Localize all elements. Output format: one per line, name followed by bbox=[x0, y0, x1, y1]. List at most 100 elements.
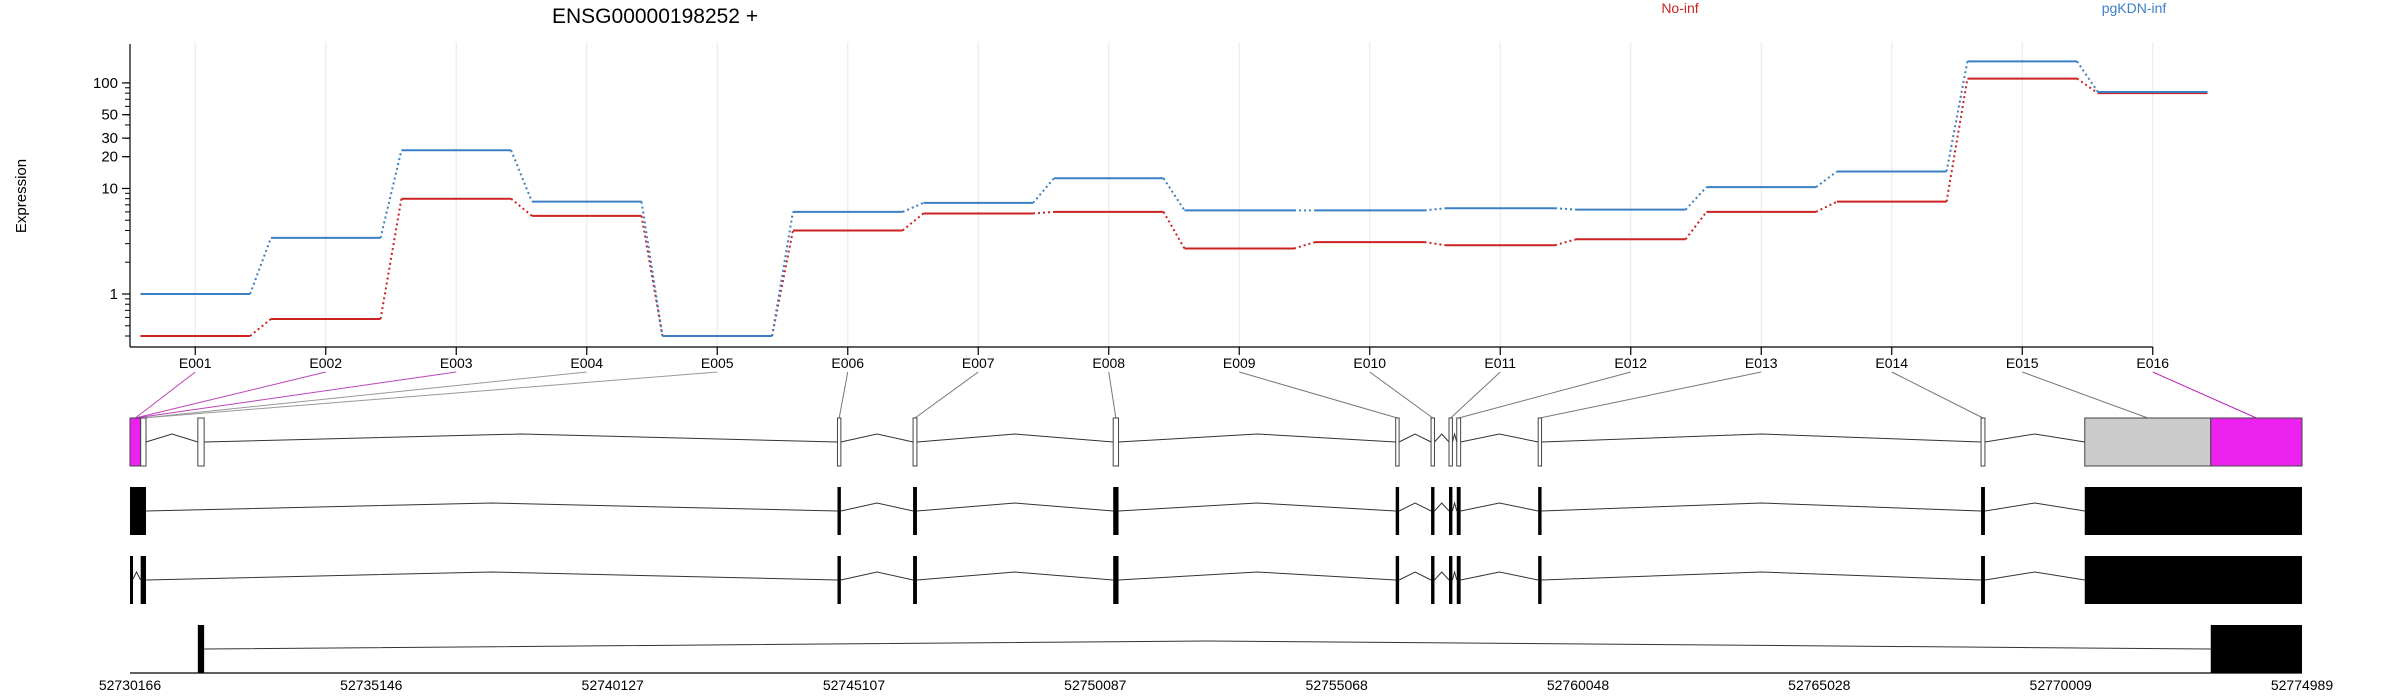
genomic-tick-label-52755068: 52755068 bbox=[1306, 677, 1369, 693]
series-0-connector bbox=[640, 215, 664, 337]
intron-line bbox=[1398, 571, 1432, 581]
map-line-E013 bbox=[1539, 371, 1762, 419]
transcript-exon bbox=[197, 625, 205, 673]
x-tick-label-E016: E016 bbox=[2136, 355, 2169, 371]
chart-title: ENSG00000198252 + bbox=[552, 5, 758, 28]
transcript-exon bbox=[837, 487, 841, 535]
exon-bin bbox=[912, 417, 918, 467]
intron-line bbox=[145, 571, 838, 581]
map-line-E011 bbox=[1450, 371, 1501, 419]
y-axis-label: Expression bbox=[13, 159, 30, 233]
exon-bin bbox=[1395, 417, 1400, 467]
map-line-E009 bbox=[1239, 371, 1398, 419]
transcript-exon bbox=[1981, 556, 1985, 604]
map-line-E004 bbox=[143, 371, 587, 419]
intron-line bbox=[1541, 571, 1982, 581]
x-tick-label-E010: E010 bbox=[1353, 355, 1386, 371]
series-0-connector bbox=[1424, 241, 1446, 247]
x-tick-label-E014: E014 bbox=[1875, 355, 1908, 371]
transcript-3 bbox=[197, 625, 2302, 673]
series-0-connector bbox=[1162, 211, 1186, 249]
exon-bin bbox=[197, 417, 205, 467]
series-1-connector bbox=[1684, 186, 1708, 211]
intron-line bbox=[840, 433, 914, 443]
intron-line bbox=[1984, 571, 2085, 581]
transcript-exon bbox=[1395, 487, 1400, 535]
series-0-connector bbox=[2076, 77, 2099, 94]
exon-bin bbox=[836, 417, 842, 467]
exon-bin-track bbox=[129, 417, 2303, 467]
gene-model: 52730166 52735146 52740127 52745107 52750087… bbox=[99, 417, 2334, 693]
series-1-connector bbox=[249, 237, 272, 295]
x-tick-label-E001: E001 bbox=[179, 355, 212, 371]
map-line-E007 bbox=[914, 371, 979, 419]
series-1-connector bbox=[1032, 177, 1055, 204]
series-1-connector bbox=[1424, 207, 1446, 212]
transcript-exon bbox=[130, 556, 133, 604]
exon-bin bbox=[129, 417, 142, 467]
intron-line bbox=[916, 433, 1114, 443]
series-0-connector bbox=[249, 318, 272, 337]
exon-mapping-lines bbox=[135, 371, 2257, 419]
intron-line bbox=[1434, 433, 1450, 443]
series-1-connector bbox=[1815, 170, 1838, 188]
transcript-1 bbox=[130, 487, 2302, 535]
x-tick-label-E015: E015 bbox=[2006, 355, 2039, 371]
genomic-tick-label-52774989: 52774989 bbox=[2271, 677, 2334, 693]
x-tick-label-E013: E013 bbox=[1745, 355, 1778, 371]
map-line-E014 bbox=[1891, 371, 1984, 419]
transcript-exon bbox=[1538, 556, 1542, 604]
transcript-exon bbox=[913, 556, 917, 604]
intron-line bbox=[145, 433, 198, 443]
intron-line bbox=[1541, 433, 1982, 443]
transcript-exon bbox=[2210, 625, 2302, 673]
map-line-E001 bbox=[135, 371, 196, 419]
x-tick-label-E003: E003 bbox=[440, 355, 473, 371]
transcript-exon bbox=[1431, 556, 1435, 604]
series-1-connector bbox=[771, 211, 794, 337]
x-tick-label-E004: E004 bbox=[570, 355, 603, 371]
series-1-connector bbox=[1554, 207, 1577, 211]
exon-bin bbox=[1980, 417, 1986, 467]
intron-line bbox=[204, 640, 2211, 650]
series-0-connector bbox=[1945, 78, 1969, 202]
x-tick-label-E011: E011 bbox=[1484, 355, 1516, 371]
intron-line bbox=[1398, 502, 1432, 512]
legend-no-inf: No-inf bbox=[1661, 0, 1698, 16]
series-0-connector bbox=[901, 212, 925, 232]
map-line-E003 bbox=[135, 371, 457, 419]
exon-bin bbox=[1112, 417, 1120, 467]
exon-bin bbox=[1456, 417, 1462, 467]
transcript-exon bbox=[1456, 487, 1461, 535]
exon-bin bbox=[140, 417, 147, 467]
genomic-tick-label-52750087: 52750087 bbox=[1064, 677, 1127, 693]
intron-line bbox=[1451, 432, 1458, 443]
x-tick-label-E008: E008 bbox=[1092, 355, 1125, 371]
transcript-exon bbox=[1981, 487, 1985, 535]
y-tick-label-1: 1 bbox=[110, 286, 118, 303]
series-0-connector bbox=[1293, 241, 1316, 250]
series-1-connector bbox=[902, 201, 924, 213]
genomic-tick-label-52740127: 52740127 bbox=[582, 677, 645, 693]
transcript-exon bbox=[1113, 556, 1119, 604]
intron-line bbox=[131, 570, 142, 581]
x-tick-label-E002: E002 bbox=[309, 355, 342, 371]
genomic-tick-label-52745107: 52745107 bbox=[823, 677, 886, 693]
transcript-exon bbox=[1395, 556, 1400, 604]
genomic-tick-label-52770009: 52770009 bbox=[2030, 677, 2093, 693]
intron-line bbox=[204, 433, 838, 443]
intron-line bbox=[1460, 433, 1539, 443]
series-0-connector bbox=[1684, 211, 1708, 240]
intron-line bbox=[1434, 502, 1450, 512]
x-tick-label-E006: E006 bbox=[831, 355, 864, 371]
transcript-exon bbox=[1113, 487, 1119, 535]
map-line-E005 bbox=[143, 371, 718, 419]
series-1-connector bbox=[2076, 60, 2099, 93]
series-1-connector bbox=[640, 201, 664, 337]
genomic-tick-label-52760048: 52760048 bbox=[1547, 677, 1610, 693]
exon-bin bbox=[1430, 417, 1435, 467]
genomic-tick-label-52730166: 52730166 bbox=[99, 677, 162, 693]
series-0-connector bbox=[1815, 200, 1838, 213]
transcript-exon bbox=[1538, 487, 1542, 535]
